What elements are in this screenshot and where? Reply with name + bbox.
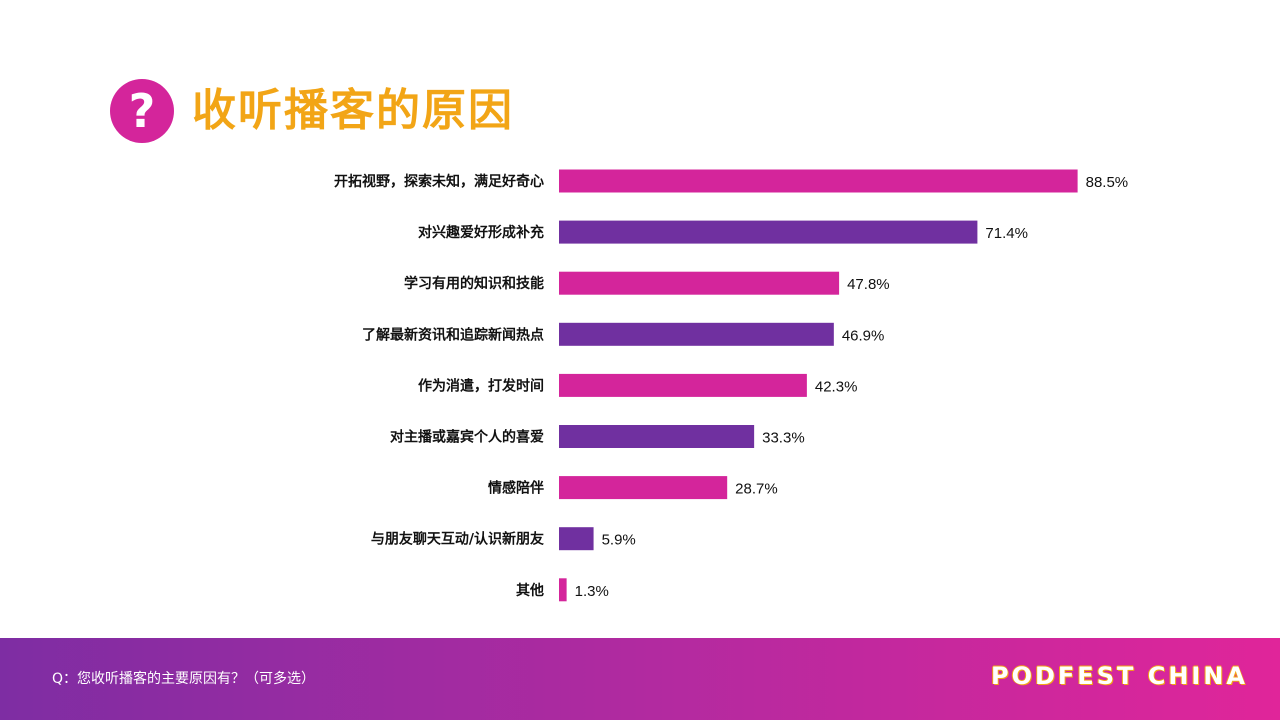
value-label: 42.3% <box>815 378 858 395</box>
brand-logo: PODFEST CHINA <box>990 662 1248 690</box>
survey-question: Q：您收听播客的主要原因有？（可多选） <box>52 671 316 687</box>
category-label: 情感陪伴 <box>488 480 544 497</box>
value-label: 5.9% <box>602 532 636 549</box>
value-label: 71.4% <box>985 225 1028 242</box>
footer-banner: Q：您收听播客的主要原因有？（可多选） PODFEST CHINA <box>0 638 1280 720</box>
value-label: 47.8% <box>847 276 890 293</box>
value-label: 33.3% <box>762 430 805 447</box>
category-label: 作为消遣，打发时间 <box>418 377 544 394</box>
value-label: 46.9% <box>842 327 885 344</box>
bar <box>559 373 807 397</box>
bar <box>559 220 978 244</box>
bar <box>559 527 594 551</box>
question-mark-icon: ? <box>110 79 174 143</box>
category-label: 学习有用的知识和技能 <box>404 275 544 292</box>
bar <box>559 322 834 346</box>
category-label: 了解最新资讯和追踪新闻热点 <box>362 326 544 343</box>
page-header: ? 收听播客的原因 <box>110 76 514 146</box>
category-label: 与朋友聊天互动/认识新朋友 <box>371 531 544 548</box>
value-label: 1.3% <box>575 583 609 600</box>
category-label: 对主播或嘉宾个人的喜爱 <box>390 429 544 446</box>
page-title: 收听播客的原因 <box>192 85 514 136</box>
bar <box>559 169 1078 193</box>
category-label: 对兴趣爱好形成补充 <box>418 224 544 241</box>
bar <box>559 271 840 295</box>
category-label: 开拓视野，探索未知，满足好奇心 <box>334 173 544 190</box>
bar <box>559 578 567 602</box>
category-label: 其他 <box>516 582 544 599</box>
bar-chart: 开拓视野，探索未知，满足好奇心 88.5% 对兴趣爱好形成补充 71.4% 学习有用的知… <box>334 169 1129 602</box>
bar <box>559 425 755 448</box>
value-label: 28.7% <box>735 481 778 498</box>
bar <box>559 476 728 500</box>
value-label: 88.5% <box>1086 174 1129 191</box>
